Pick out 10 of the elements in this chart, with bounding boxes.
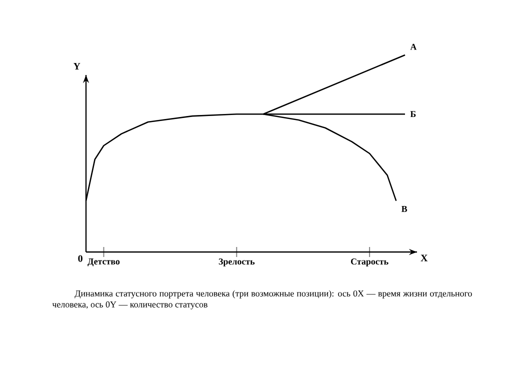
series-label: Б (410, 111, 416, 118)
x-tick-label: Зрелость (218, 258, 255, 266)
y-axis-title: Y (73, 62, 80, 70)
series-label: А (410, 44, 417, 50)
x-axis-title: X (420, 254, 428, 262)
text: Динамика статусного портрета человека (три возможные позиции): ось 0X — время жизни отдельного человека, ось 0Y — количество статусов (52, 290, 472, 310)
series-label: В (402, 206, 408, 212)
x-tick-label: Детство (88, 258, 120, 266)
text: 0 (78, 255, 82, 262)
x-tick-label: Старость (351, 258, 388, 266)
